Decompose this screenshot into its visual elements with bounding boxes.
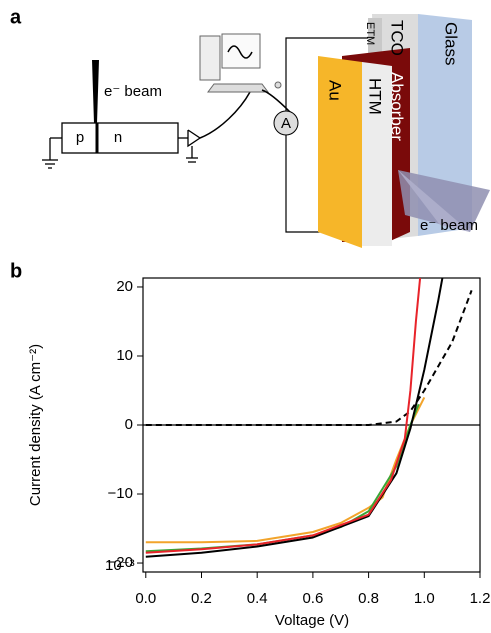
x-tick-label: 0.4 <box>247 590 268 607</box>
arrow <box>261 89 291 113</box>
series-line <box>145 396 426 544</box>
x-tick-label: 0.2 <box>191 590 212 607</box>
n-label: n <box>114 129 122 146</box>
ammeter <box>273 110 299 136</box>
x-tick-label: 0.8 <box>358 590 379 607</box>
x-axis-label: Voltage (V) <box>275 612 349 629</box>
panel-label: b <box>10 260 22 282</box>
beam-needle <box>92 60 99 123</box>
series-line <box>145 278 422 554</box>
x-tick-label: 0.6 <box>302 590 323 607</box>
device-stack <box>318 14 490 248</box>
series-line <box>145 290 473 426</box>
sample-beam-label: e⁻ beam <box>420 217 478 234</box>
y-tick-label: −10 <box>108 485 133 502</box>
wires <box>285 37 372 233</box>
layer-label: TCO <box>388 20 407 56</box>
series-line <box>145 403 420 553</box>
computer-icon <box>199 33 282 93</box>
x-tick-label: 1.2 <box>470 590 491 607</box>
plot-area <box>145 278 473 558</box>
schematic <box>42 91 251 169</box>
chart: Current density (A cm⁻²) Voltage (V) 10⁻… <box>27 277 491 629</box>
layer-label: Absorber <box>388 72 407 141</box>
y-tick-label: 20 <box>116 278 133 295</box>
y-scale-annotation: 10⁻³ <box>105 557 135 574</box>
layer-label: Au <box>326 80 345 101</box>
x-tick-label: 1.0 <box>414 590 435 607</box>
y-tick-label: 0 <box>125 416 133 433</box>
y-tick-label: −20 <box>108 554 133 571</box>
ammeter-label: A <box>281 115 291 132</box>
beam-label: e⁻ beam <box>104 83 162 100</box>
layer-label: HTM <box>366 78 385 115</box>
panel-label: a <box>10 6 22 28</box>
series-line <box>145 278 444 558</box>
y-tick-label: 10 <box>116 347 133 364</box>
layer-label: Glass <box>442 22 461 65</box>
p-label: p <box>76 129 84 146</box>
y-axis-label: Current density (A cm⁻²) <box>27 344 44 506</box>
layer-label: ETM <box>364 22 376 45</box>
x-tick-label: 0.0 <box>135 590 156 607</box>
